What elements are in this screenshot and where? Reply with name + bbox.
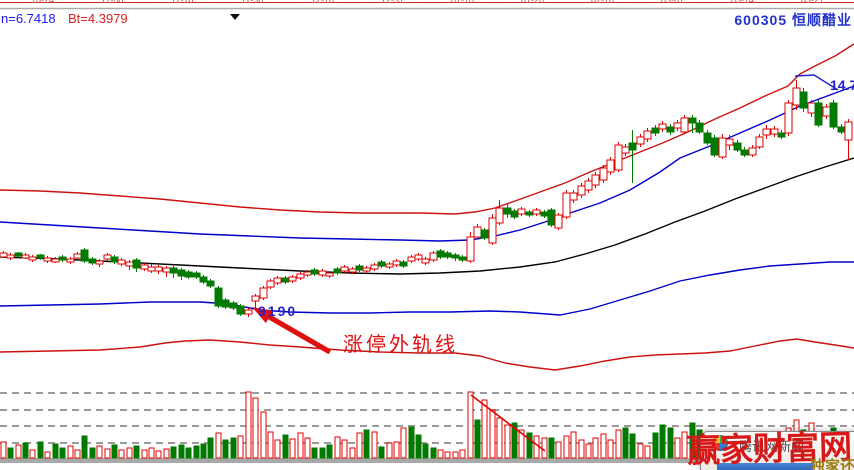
date-tick: 01-10 bbox=[451, 0, 475, 5]
date-tick: 03-01 bbox=[661, 0, 685, 5]
date-tick: 11-08 bbox=[101, 0, 124, 5]
date-tick: 03-14 bbox=[731, 0, 755, 5]
browser-news-icon bbox=[712, 435, 728, 451]
lower-rail-price-label: 9190 bbox=[258, 303, 298, 319]
date-tick: 01-20 bbox=[521, 0, 545, 5]
date-tick: 12-10 bbox=[311, 0, 335, 5]
date-tick: 11-30 bbox=[241, 0, 264, 5]
news-popup-banner-image[interactable] bbox=[717, 463, 813, 470]
date-tick: 12-31 bbox=[381, 0, 405, 5]
top-border-lines bbox=[0, 2, 854, 10]
watermark-tagline: 独家还 bbox=[810, 458, 854, 470]
date-tick: 02-10 bbox=[591, 0, 615, 5]
annotation-arrow bbox=[252, 307, 332, 355]
news-popup-title: 腾讯网新闻 bbox=[739, 439, 805, 454]
date-tick: 11-18 bbox=[171, 0, 194, 5]
peak-callout-line bbox=[794, 74, 839, 91]
date-tick: 03-21 bbox=[801, 0, 825, 5]
stock-code-name: 600305 恒顺醋业 bbox=[734, 12, 852, 28]
band-upper_red bbox=[0, 43, 854, 215]
news-popup-window[interactable]: 腾讯网新闻 bbox=[700, 431, 854, 470]
band-upper_blue bbox=[0, 85, 854, 242]
indicator-bt-value: Bt=4.3979 bbox=[68, 11, 128, 26]
envelope-band-lines bbox=[0, 43, 854, 371]
band-lower_red bbox=[0, 338, 854, 371]
candlestick-series bbox=[0, 80, 853, 317]
volume-trendline bbox=[470, 394, 546, 452]
dropdown-arrow-icon[interactable] bbox=[230, 14, 240, 20]
band-mid_black bbox=[0, 157, 854, 275]
band-lower_blue bbox=[0, 261, 854, 316]
limit-up-outer-rail-annotation: 涨停外轨线 bbox=[343, 334, 458, 356]
peak-price-label: 14.7 bbox=[830, 77, 854, 93]
date-tick: 10-24 bbox=[31, 0, 55, 5]
volume-baseline bbox=[0, 458, 854, 463]
indicator-n-value: n=6.7418 bbox=[1, 11, 56, 26]
clipped-date-axis: 10-24 11-08 11-18 11-30 12-10 12-31 01-10 01-20… bbox=[0, 0, 854, 6]
